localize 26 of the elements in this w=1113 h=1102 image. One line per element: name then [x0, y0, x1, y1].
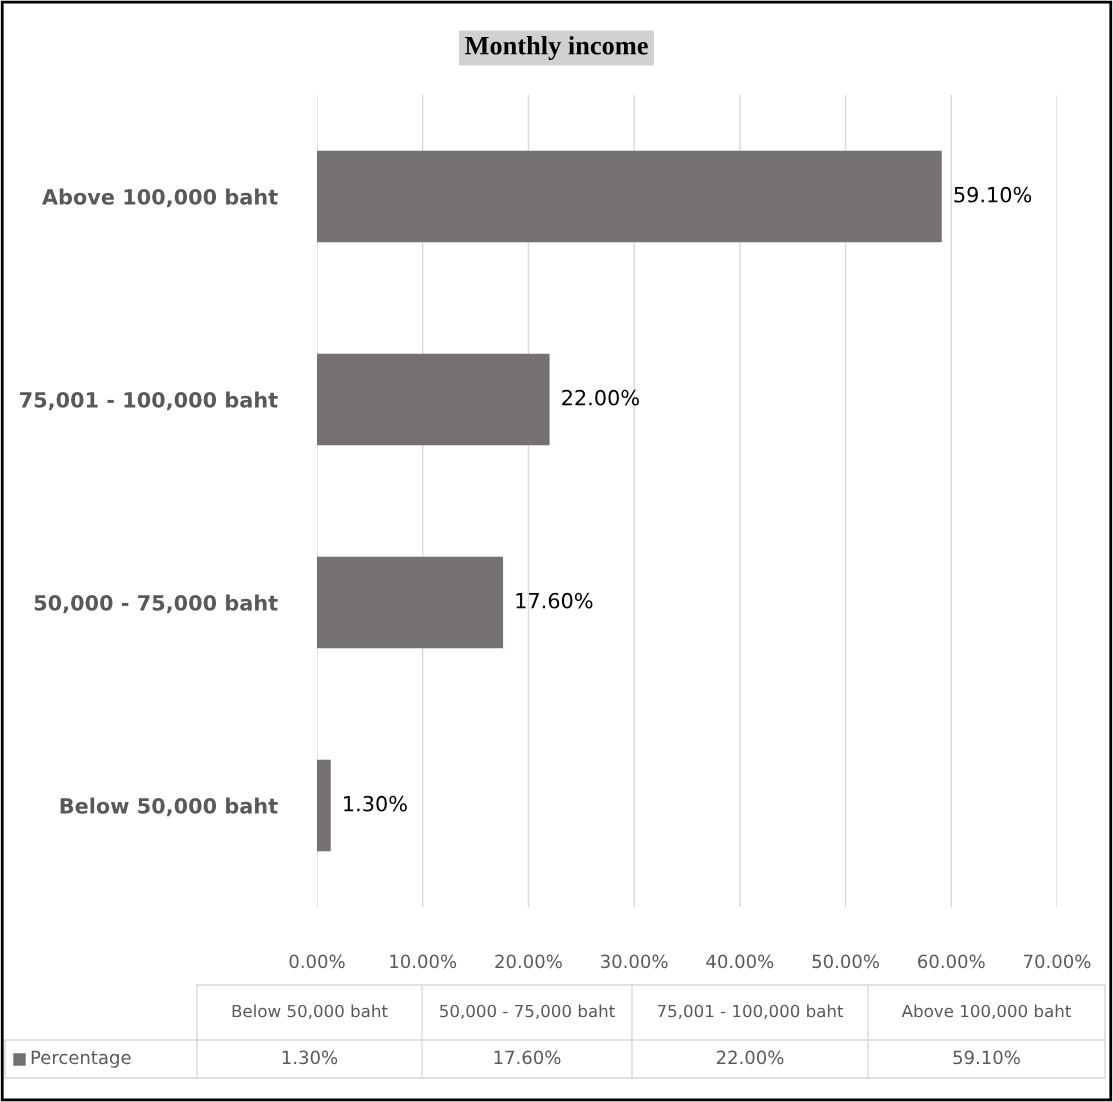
- x-tick-label: 0.00%: [289, 954, 345, 969]
- text: 59.10%: [953, 1050, 1020, 1065]
- chart-title: Monthly income: [464, 36, 648, 60]
- x-tick-label: 20.00%: [495, 954, 562, 969]
- data-label: 22.00%: [562, 389, 639, 406]
- y-tick-label: 50,000 - 75,000 baht: [34, 594, 278, 614]
- category-label: 75,001 - 100,000 baht: [657, 1004, 844, 1020]
- text: 17.60%: [494, 1050, 561, 1065]
- y-tick-label: Above 100,000 baht: [42, 188, 278, 208]
- category-label: Above 100,000 baht: [901, 1004, 1071, 1020]
- data-label: 1.30%: [344, 795, 407, 812]
- x-tick-label: 40.00%: [706, 954, 774, 969]
- x-tick-label: 50.00%: [812, 954, 879, 969]
- y-tick-label: 75,001 - 100,000 baht: [20, 391, 278, 411]
- category-label: Below 50,000 baht: [232, 1004, 388, 1020]
- x-tick-label: 30.00%: [601, 954, 668, 969]
- y-tick-label: Below 50,000 baht: [60, 797, 278, 817]
- data-label: 59.10%: [954, 186, 1032, 203]
- data-label: 17.60%: [516, 592, 593, 609]
- legend-label: Percentage: [31, 1050, 131, 1068]
- x-tick-label: 70.00%: [1024, 954, 1091, 969]
- text: 1.30%: [282, 1050, 338, 1065]
- text: 22.00%: [716, 1050, 784, 1065]
- x-tick-label: 60.00%: [918, 954, 985, 969]
- category-label: 50,000 - 75,000 baht: [440, 1004, 615, 1020]
- x-tick-label: 10.00%: [390, 954, 457, 969]
